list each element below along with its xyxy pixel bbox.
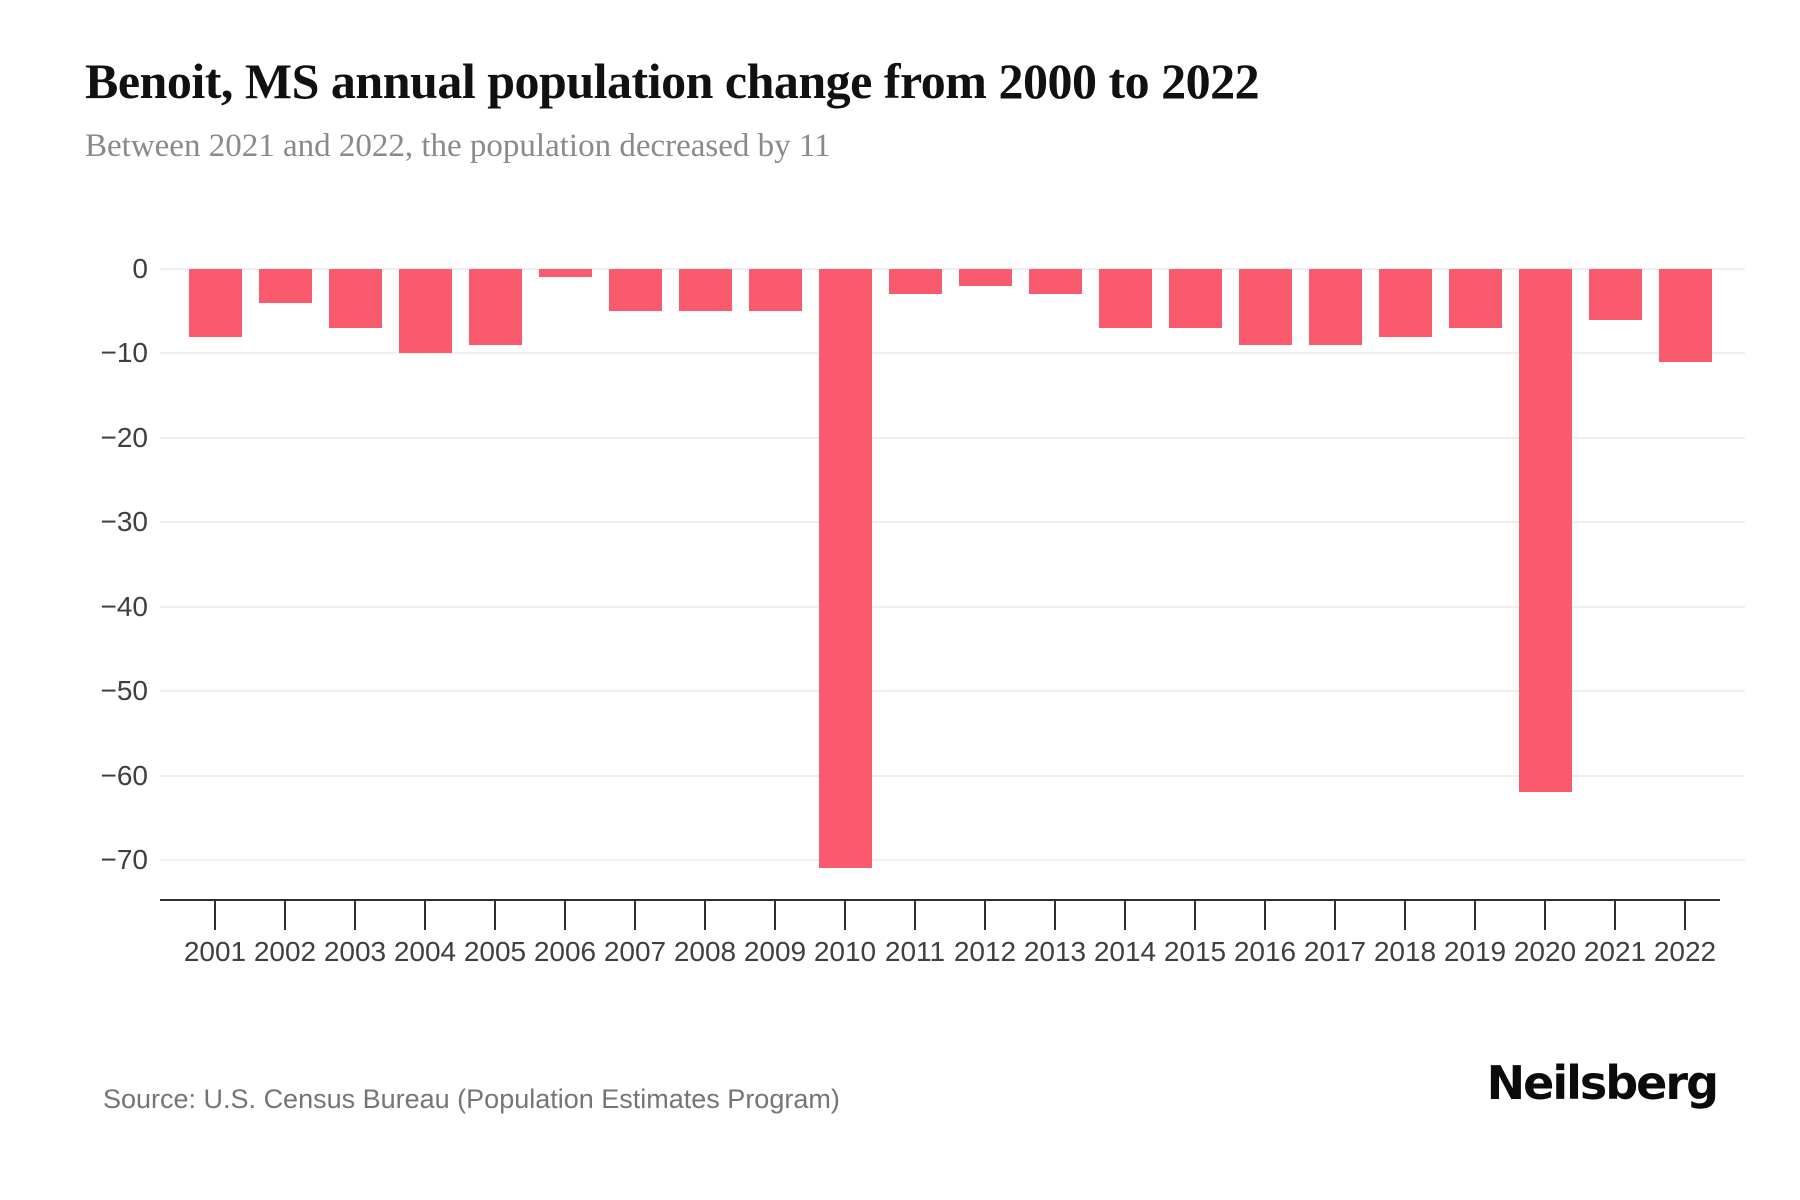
bar-2022[interactable]	[1658, 269, 1712, 362]
bar-2012[interactable]	[958, 269, 1012, 286]
x-axis-label-2007: 2007	[603, 936, 667, 967]
bar-2001[interactable]	[188, 269, 242, 337]
bar-2018[interactable]	[1378, 269, 1432, 337]
gridline-y0	[160, 268, 1745, 270]
gridline-y-70	[160, 859, 1745, 861]
x-axis-tick	[424, 900, 426, 930]
x-axis-label-2009: 2009	[743, 936, 807, 967]
x-axis-label-2005: 2005	[463, 936, 527, 967]
bar-2015[interactable]	[1168, 269, 1222, 329]
bar-2016[interactable]	[1238, 269, 1292, 345]
bar-2021[interactable]	[1588, 269, 1642, 320]
bar-2020[interactable]	[1518, 269, 1572, 793]
y-axis-tick-label: −40	[100, 590, 149, 622]
y-axis-tick-label: −20	[100, 421, 149, 453]
source-note: Source: U.S. Census Bureau (Population E…	[103, 1084, 840, 1114]
x-axis-label-2014: 2014	[1093, 936, 1157, 967]
x-axis-label-2002: 2002	[253, 936, 317, 967]
x-axis-label-2019: 2019	[1443, 936, 1507, 967]
x-axis-tick	[1684, 900, 1686, 930]
x-axis-tick	[844, 900, 846, 930]
x-axis-label-2018: 2018	[1373, 936, 1437, 967]
x-axis-tick	[1054, 900, 1056, 930]
x-axis-line	[160, 899, 1720, 901]
x-axis-label-2010: 2010	[813, 936, 877, 967]
bar-2006[interactable]	[538, 269, 592, 278]
x-axis-tick	[634, 900, 636, 930]
bar-2014[interactable]	[1098, 269, 1152, 329]
bar-2010[interactable]	[818, 269, 872, 869]
gridline-y-50	[160, 690, 1745, 693]
bar-2013[interactable]	[1028, 269, 1082, 295]
gridline-y-20	[160, 436, 1745, 439]
bar-2017[interactable]	[1308, 269, 1362, 345]
bar-2003[interactable]	[328, 269, 382, 329]
y-axis-tick-label: −30	[100, 506, 149, 538]
plot-area: 0 −10 −20 −30 −40 −50 −60 −70 2001 2002 2003 2004 20…	[100, 253, 1745, 967]
brand-logo: Neilsberg	[1486, 1056, 1719, 1110]
y-axis-tick-label: −60	[100, 759, 149, 791]
x-axis-tick	[914, 900, 916, 930]
bar-2007[interactable]	[608, 269, 662, 312]
y-axis-tick-label: −50	[100, 675, 149, 707]
x-axis-label-2004: 2004	[393, 936, 457, 967]
x-axis-tick	[704, 900, 706, 930]
x-axis-label-2003: 2003	[323, 936, 387, 967]
x-axis-tick	[354, 900, 356, 930]
y-axis-tick-label: −70	[100, 844, 149, 875]
x-axis-tick	[494, 900, 496, 930]
bar-2005[interactable]	[468, 269, 522, 345]
x-axis-tick	[774, 900, 776, 930]
bar-2002[interactable]	[258, 269, 312, 303]
x-axis-tick	[1404, 900, 1406, 930]
x-axis-tick	[284, 900, 286, 930]
x-axis-tick	[1614, 900, 1616, 930]
bar-2009[interactable]	[748, 269, 802, 312]
x-axis-tick	[1474, 900, 1476, 930]
x-axis-label-2013: 2013	[1023, 936, 1087, 967]
gridline-y-60	[160, 774, 1745, 777]
x-axis-tick	[214, 900, 216, 930]
bar-2011[interactable]	[888, 269, 942, 295]
bar-2004[interactable]	[398, 269, 452, 354]
x-axis-tick	[1544, 900, 1546, 930]
gridline-y-30	[160, 521, 1745, 524]
x-axis-label-2022: 2022	[1653, 936, 1717, 967]
x-axis-label-2016: 2016	[1233, 936, 1297, 967]
x-axis-tick	[984, 900, 986, 930]
bar-2008[interactable]	[678, 269, 732, 312]
x-axis-label-2011: 2011	[884, 936, 946, 967]
bar-2019[interactable]	[1448, 269, 1502, 329]
x-axis-label-2021: 2021	[1583, 936, 1647, 967]
y-axis-tick-label: 0	[132, 253, 148, 284]
x-axis-tick	[1334, 900, 1336, 930]
x-axis-label-2020: 2020	[1513, 936, 1577, 967]
gridline-y-40	[160, 605, 1745, 608]
x-axis-label-2015: 2015	[1163, 936, 1227, 967]
x-axis-label-2001: 2001	[183, 936, 247, 967]
chart-subtitle: Between 2021 and 2022, the population de…	[85, 128, 831, 164]
x-axis-tick	[1124, 900, 1126, 930]
x-axis-label-2017: 2017	[1303, 936, 1367, 967]
chart-title: Benoit, MS annual population change from…	[85, 53, 1260, 109]
x-axis-tick	[1264, 900, 1266, 930]
x-axis-tick	[1194, 900, 1196, 930]
y-axis-tick-label: −10	[100, 337, 149, 369]
gridline-y-10	[160, 352, 1745, 355]
x-axis-label-2012: 2012	[953, 936, 1017, 967]
x-axis-label-2006: 2006	[533, 936, 597, 967]
x-axis-tick	[564, 900, 566, 930]
x-axis-label-2008: 2008	[673, 936, 737, 967]
